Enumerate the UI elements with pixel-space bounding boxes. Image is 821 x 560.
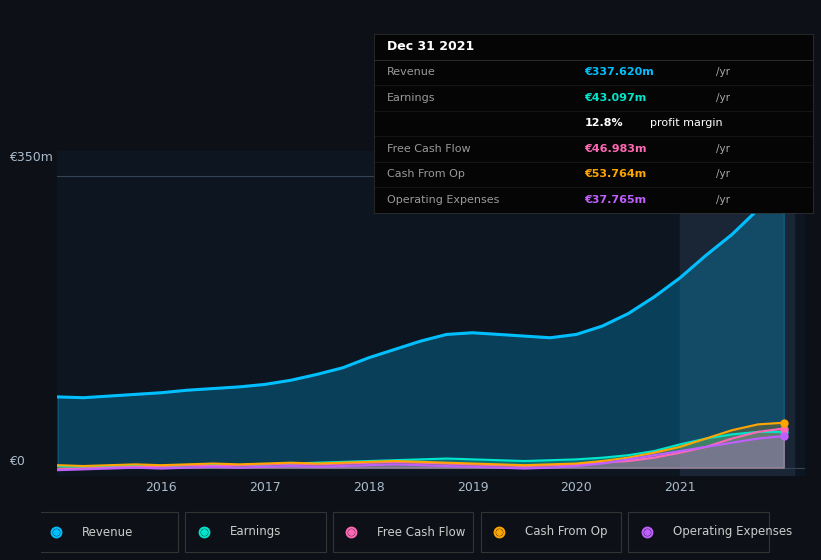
Bar [629, 512, 769, 552]
Text: profit margin: profit margin [650, 118, 723, 128]
Bar [680, 151, 794, 476]
Text: €43.097m: €43.097m [585, 93, 647, 103]
Text: /yr: /yr [716, 67, 730, 77]
Text: Cash From Op: Cash From Op [525, 525, 608, 539]
Text: /yr: /yr [716, 93, 730, 103]
Bar [333, 512, 473, 552]
Text: €337.620m: €337.620m [585, 67, 654, 77]
Text: Operating Expenses: Operating Expenses [387, 195, 499, 205]
Text: €0: €0 [9, 455, 25, 468]
Text: Free Cash Flow: Free Cash Flow [387, 144, 470, 154]
Text: €37.765m: €37.765m [585, 195, 646, 205]
Text: €350m: €350m [9, 151, 53, 164]
Text: Cash From Op: Cash From Op [387, 170, 465, 180]
Text: Operating Expenses: Operating Expenses [673, 525, 792, 539]
Text: /yr: /yr [716, 170, 730, 180]
Text: Earnings: Earnings [387, 93, 435, 103]
Text: €46.983m: €46.983m [585, 144, 647, 154]
Text: Dec 31 2021: Dec 31 2021 [387, 40, 474, 53]
Text: 12.8%: 12.8% [585, 118, 623, 128]
Text: Free Cash Flow: Free Cash Flow [378, 525, 466, 539]
Text: Revenue: Revenue [82, 525, 133, 539]
Text: /yr: /yr [716, 195, 730, 205]
Bar [38, 512, 178, 552]
Text: /yr: /yr [716, 144, 730, 154]
Bar [481, 512, 621, 552]
Text: Earnings: Earnings [230, 525, 281, 539]
Text: Revenue: Revenue [387, 67, 435, 77]
Bar [186, 512, 325, 552]
Text: €53.764m: €53.764m [585, 170, 647, 180]
